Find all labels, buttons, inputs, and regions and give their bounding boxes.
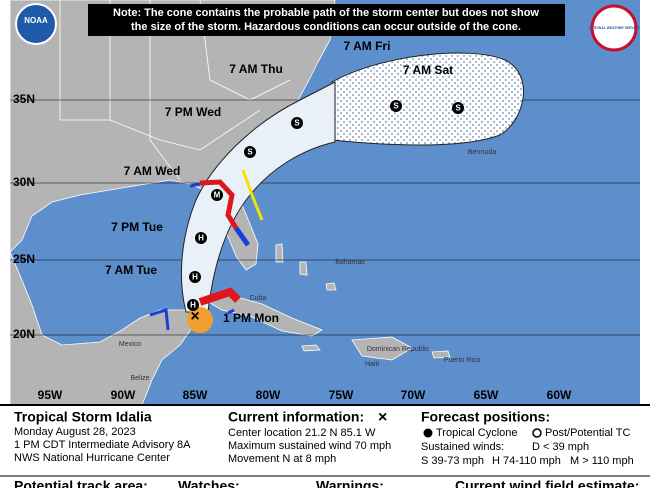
legend-tc-label: Tropical Cyclone bbox=[436, 427, 518, 439]
forecast-point bbox=[390, 100, 402, 112]
forecast-time: 7 AM Sat bbox=[403, 63, 453, 77]
current-position: × bbox=[190, 308, 199, 325]
storm-name: Tropical Storm Idalia bbox=[14, 409, 152, 425]
noaa-logo bbox=[15, 3, 57, 45]
lat-label: 35N bbox=[13, 92, 35, 106]
lat-label: 25N bbox=[13, 252, 35, 266]
wind-s: S 39-73 mph bbox=[421, 455, 484, 467]
wind-d: D < 39 mph bbox=[532, 441, 589, 453]
footer-label: Warnings: bbox=[316, 478, 384, 488]
current-detail: Movement N at 8 mph bbox=[228, 453, 336, 465]
winds-label: Sustained winds: bbox=[421, 441, 504, 453]
place-label: Bermuda bbox=[468, 149, 497, 156]
note-line: Note: The cone contains the probable pat… bbox=[113, 7, 539, 19]
current-symbol: × bbox=[378, 409, 387, 426]
forecast-point bbox=[244, 146, 256, 158]
forecast-time: 7 PM Tue bbox=[111, 220, 163, 234]
forecast-symbol: H bbox=[190, 301, 196, 310]
legend-ptc bbox=[532, 428, 542, 438]
forecast-symbol: S bbox=[393, 102, 399, 111]
forecast-symbol: H bbox=[198, 234, 204, 243]
forecast-symbol: M bbox=[214, 191, 221, 200]
lon-label: 75W bbox=[329, 388, 354, 402]
current-detail: Maximum sustained wind 70 mph bbox=[228, 440, 391, 452]
lon-label: 60W bbox=[547, 388, 572, 402]
forecast-time: 1 PM Mon bbox=[223, 311, 279, 325]
lat-label: 30N bbox=[13, 175, 35, 189]
forecast-point bbox=[291, 117, 303, 129]
place-label: Belize bbox=[130, 375, 149, 382]
lon-label: 85W bbox=[183, 388, 208, 402]
nws-text: NATIONAL WEATHER SERVICE bbox=[589, 26, 641, 30]
wind-m: M > 110 mph bbox=[570, 455, 634, 467]
nws-logo bbox=[590, 4, 638, 52]
forecast-time: 7 AM Fri bbox=[344, 39, 391, 53]
forecast-point bbox=[211, 189, 223, 201]
footer-label: Current wind field estimate: bbox=[455, 478, 639, 488]
lon-label: 95W bbox=[38, 388, 63, 402]
land bbox=[9, 0, 451, 406]
current-title: Current information: bbox=[228, 409, 364, 425]
forecast-point bbox=[452, 102, 464, 114]
lon-label: 80W bbox=[256, 388, 281, 402]
place-label: Dominican Republic bbox=[367, 346, 430, 353]
storm-detail: Monday August 28, 2023 bbox=[14, 426, 136, 438]
legend-ptc-label: Post/Potential TC bbox=[545, 427, 630, 439]
footer-label: Watches: bbox=[178, 478, 240, 488]
lon-label: 70W bbox=[401, 388, 426, 402]
storm-detail: NWS National Hurricane Center bbox=[14, 452, 170, 464]
forecast-symbol: H bbox=[192, 273, 198, 282]
cone bbox=[180, 81, 336, 313]
footer-label: Potential track area: bbox=[14, 478, 148, 488]
place-label: Puerto Rico bbox=[444, 357, 481, 364]
lat-label: 20N bbox=[13, 327, 35, 341]
forecast-symbol: S bbox=[455, 104, 461, 113]
cone-extended bbox=[331, 52, 524, 146]
place-label: Bahamas bbox=[335, 259, 365, 266]
noaa-text: NOAA bbox=[24, 16, 48, 25]
note-box bbox=[88, 4, 565, 36]
forecast-symbol: S bbox=[294, 119, 300, 128]
lon-label: 65W bbox=[474, 388, 499, 402]
warnings bbox=[149, 169, 264, 331]
forecast-time: 7 PM Wed bbox=[165, 105, 221, 119]
forecast-title: Forecast positions: bbox=[421, 409, 550, 425]
wind-field bbox=[187, 307, 213, 333]
forecast-symbol: S bbox=[247, 148, 253, 157]
legend-tc bbox=[423, 428, 433, 438]
forecast-time: 7 AM Wed bbox=[124, 164, 181, 178]
wind-h: H 74-110 mph bbox=[492, 455, 561, 467]
forecast-point bbox=[189, 271, 201, 283]
storm-detail: 1 PM CDT Intermediate Advisory 8A bbox=[14, 439, 191, 451]
note-line: the size of the storm. Hazardous conditi… bbox=[131, 21, 521, 33]
map-labels: 35N 30N 25N 20N 95W 90W 85W 80W 75W 70W 65W 60W Berm… bbox=[13, 39, 572, 402]
lon-label: 90W bbox=[111, 388, 136, 402]
place-label: Haiti bbox=[365, 361, 379, 368]
forecast-point bbox=[195, 232, 207, 244]
forecast-point bbox=[187, 299, 199, 311]
place-label: Mexico bbox=[119, 341, 141, 348]
place-label: Cuba bbox=[250, 295, 267, 302]
current-detail: Center location 21.2 N 85.1 W bbox=[228, 427, 376, 439]
forecast-time: 7 AM Tue bbox=[105, 263, 157, 277]
forecast-time: 7 AM Thu bbox=[229, 62, 283, 76]
